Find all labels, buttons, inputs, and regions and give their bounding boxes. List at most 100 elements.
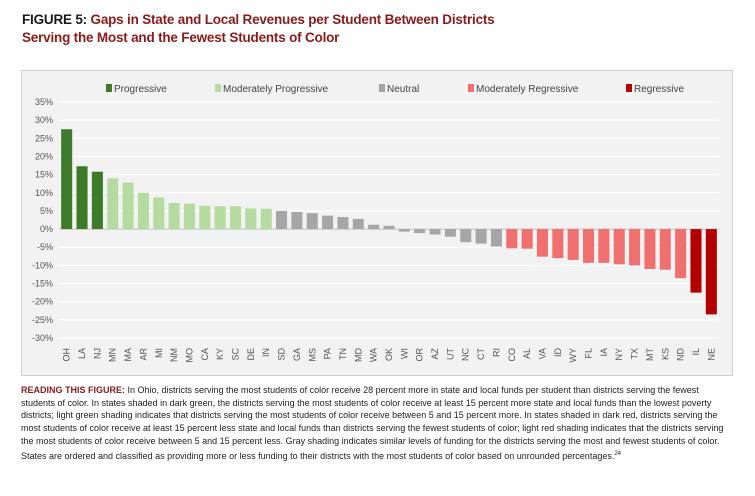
x-tick-label: MI [154,348,164,358]
y-tick-label: -5% [37,242,53,252]
y-tick-label: 25% [35,133,53,143]
bar-az [429,229,441,235]
legend-swatch-moderately-regressive [468,84,474,92]
reading-note-footnote: 24 [614,450,622,457]
bar-mn [107,178,119,230]
bar-ar [137,192,149,230]
bar-ma [122,182,134,230]
legend-swatch-moderately-progressive [215,84,221,92]
figure-title: FIGURE 5: Gaps in State and Local Revenu… [22,11,742,47]
figure-title-line1: Gaps in State and Local Revenues per Stu… [90,12,495,27]
bar-or [414,229,426,234]
bar-ca [199,205,211,230]
bar-nm [168,202,180,230]
x-tick-label: CO [507,348,517,362]
x-tick-label: NE [706,348,716,361]
x-tick-label: SD [277,348,287,361]
bar-nj [91,171,103,230]
bar-wa [368,224,380,230]
y-tick-label: -30% [32,333,53,343]
y-tick-label: 35% [35,97,53,107]
x-tick-label: MT [645,348,655,361]
x-tick-label: GA [292,348,302,361]
y-tick-label: -20% [32,297,53,307]
bar-tx [629,229,641,266]
x-tick-label: NM [169,348,179,362]
y-tick-label: 15% [35,170,53,180]
x-tick-label: PA [323,348,333,359]
x-tick-label: CA [200,348,210,361]
y-tick-label: 20% [35,151,53,161]
figure-label: FIGURE 5: [22,12,87,27]
y-tick-label: 30% [35,115,53,125]
bar-mt [644,229,656,270]
x-tick-label: MA [123,348,133,362]
x-tick-label: TN [338,348,348,360]
bar-il [690,229,702,293]
x-tick-label: RI [491,348,501,357]
x-tick-label: ID [553,347,563,357]
x-tick-label: OR [415,347,425,361]
bar-la [76,166,88,230]
x-tick-label: WI [399,348,409,359]
legend-swatch-regressive [626,84,632,92]
x-tick-label: LA [77,348,87,359]
legend-label-neutral: Neutral [387,84,419,95]
x-tick-label: WA [369,348,379,362]
x-tick-label: FL [584,348,594,359]
x-tick-label: AR [138,348,148,361]
y-tick-label: -25% [32,315,53,325]
bar-ks [659,229,671,270]
reading-note-body: In Ohio, districts serving the most stud… [21,385,724,461]
x-tick-label: OK [384,348,394,361]
bar-in [260,208,272,230]
x-tick-label: ND [676,348,686,361]
bar-ky [214,206,226,230]
x-tick-label: IA [599,348,609,357]
bar-tn [337,217,349,230]
bar-ut [444,229,456,237]
legend-label-regressive: Regressive [634,84,684,95]
x-tick-label: OH [62,348,72,362]
bar-mi [153,197,165,230]
x-tick-label: NC [461,348,471,361]
x-tick-label: MS [307,348,317,362]
x-tick-label: VA [537,348,547,359]
x-tick-label: TX [630,348,640,360]
x-tick-label: IL [691,348,701,356]
y-tick-label: 10% [35,188,53,198]
bar-sc [229,206,242,230]
bar-sd [276,210,288,230]
bar-id [552,229,564,259]
x-tick-label: CT [476,348,486,360]
bar-mo [183,203,195,230]
bar-nd [675,229,687,279]
bar-chart: 35% 30% 25% 20% 15% 10% 5% 0% -5% -10% -15% -20% -25… [32,84,719,363]
x-tick-label: MN [108,348,118,362]
bar-va [536,229,549,257]
y-tick-label: -15% [32,279,53,289]
legend-label-moderately-progressive: Moderately Progressive [223,84,328,95]
x-tick-label: MD [353,348,363,362]
legend-swatch-progressive [106,84,112,92]
legend-label-progressive: Progressive [114,84,167,95]
reading-note: READING THIS FIGURE: In Ohio, districts … [21,384,733,462]
bar-ct [475,229,487,244]
x-tick-label: SC [231,348,241,361]
bar-wi [398,229,410,232]
bar-ne [705,229,717,315]
bar-nc [460,229,472,243]
bar-wy [567,229,579,260]
bar-ri [490,229,502,247]
x-tick-label: UT [445,348,455,360]
x-tick-label: AZ [430,348,440,360]
bar-pa [322,215,334,230]
x-tick-label: NY [614,348,624,361]
x-tick-label: NJ [92,348,102,359]
x-tick-label: IN [261,348,271,357]
figure-title-line2: Serving the Most and the Fewest Students… [22,30,340,45]
legend-swatch-neutral [379,84,385,92]
x-tick-label: KY [215,348,225,360]
bar-ms [306,213,318,230]
bar-ia [598,229,610,263]
